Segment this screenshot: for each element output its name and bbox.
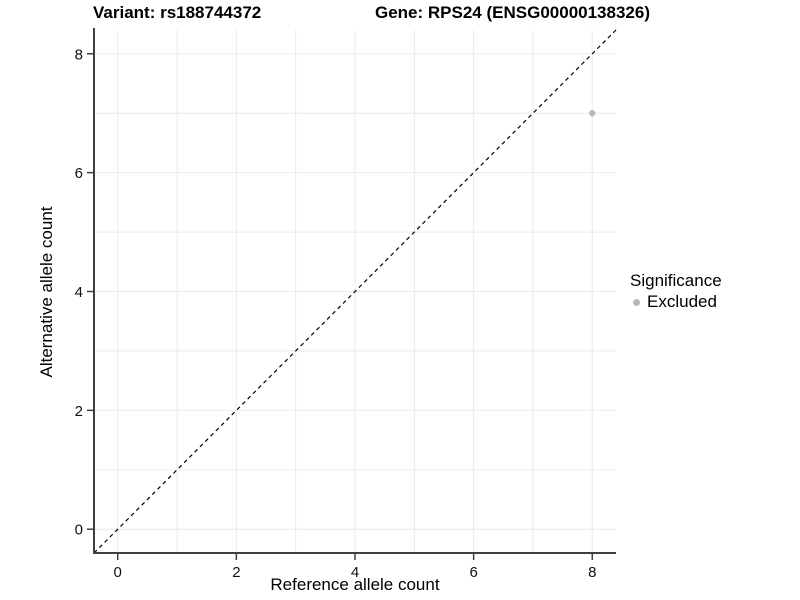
x-tick-label: 0	[114, 564, 122, 581]
y-tick-label: 8	[75, 46, 83, 63]
y-tick-label: 4	[75, 284, 83, 301]
legend-title: Significance	[630, 271, 722, 290]
x-tick-label: 2	[232, 564, 240, 581]
y-tick-label: 2	[75, 403, 83, 420]
legend-item-label: Excluded	[647, 292, 717, 311]
x-tick-label: 8	[588, 564, 596, 581]
data-point	[589, 110, 596, 117]
legend-item-excluded: Excluded	[630, 292, 722, 312]
x-tick-label: 6	[469, 564, 477, 581]
plot-title-variant: Variant: rs188744372	[93, 3, 262, 22]
x-tick-label: 4	[351, 564, 359, 581]
legend: Significance Excluded	[630, 271, 722, 312]
y-axis-title: Alternative allele count	[37, 206, 56, 378]
y-tick-label: 6	[75, 165, 83, 182]
legend-point-icon	[633, 298, 640, 306]
plot-title-gene: Gene: RPS24 (ENSG00000138326)	[375, 3, 650, 22]
y-tick-label: 0	[75, 522, 83, 539]
identity-reference-line	[93, 29, 617, 554]
x-axis-title: Reference allele count	[270, 575, 440, 594]
